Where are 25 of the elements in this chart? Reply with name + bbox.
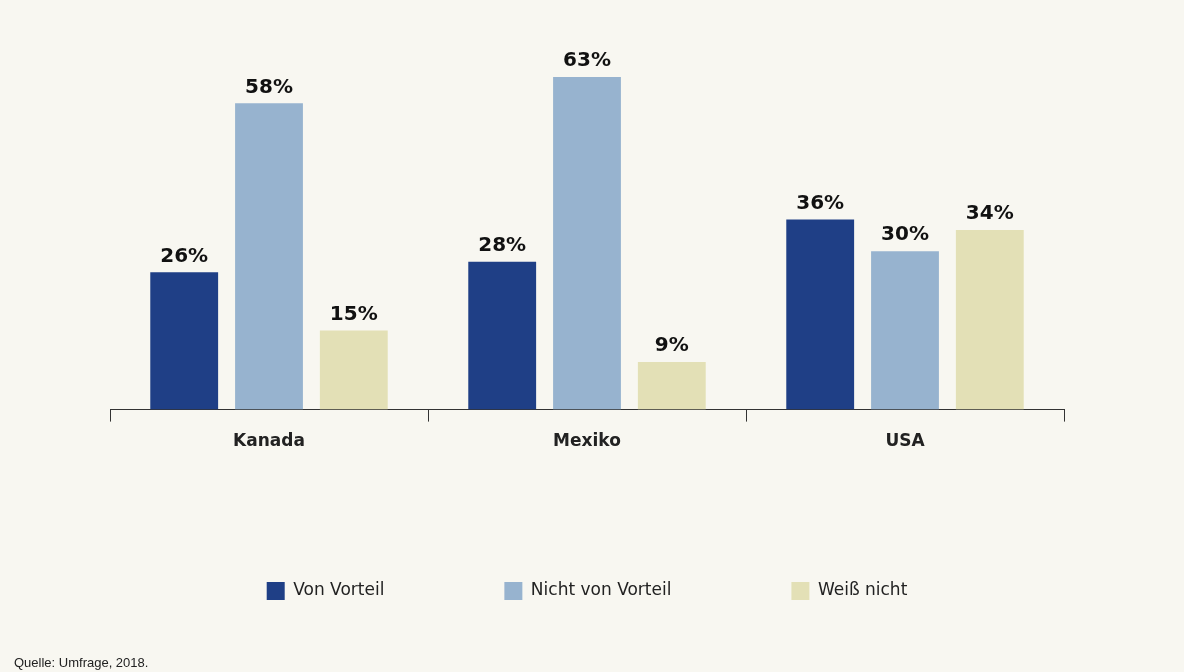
x-tick-label: Mexiko xyxy=(553,430,621,451)
data-label: 34% xyxy=(965,200,1014,225)
source-note: Quelle: Umfrage, 2018. xyxy=(14,655,149,670)
data-label: 36% xyxy=(796,189,845,214)
bar xyxy=(786,219,855,410)
legend-label: Weiß nicht xyxy=(817,579,908,600)
bar xyxy=(871,251,939,410)
bar xyxy=(235,103,303,410)
bar xyxy=(955,230,1024,410)
legend-label: Von Vorteil xyxy=(293,579,385,600)
bar xyxy=(468,261,537,410)
x-tick-label: USA xyxy=(885,430,926,451)
bar xyxy=(553,76,621,410)
data-label: 28% xyxy=(478,231,527,256)
bar xyxy=(637,362,706,410)
data-label: 58% xyxy=(245,73,293,98)
legend-label: Nicht von Vorteil xyxy=(530,579,672,600)
data-label: 30% xyxy=(881,221,929,246)
data-label: 63% xyxy=(563,47,611,72)
bar xyxy=(150,272,219,410)
data-label: 26% xyxy=(160,242,209,267)
data-label: 9% xyxy=(654,332,689,357)
x-tick-label: Kanada xyxy=(233,430,305,451)
data-label: 15% xyxy=(329,300,378,325)
bar xyxy=(319,330,388,410)
